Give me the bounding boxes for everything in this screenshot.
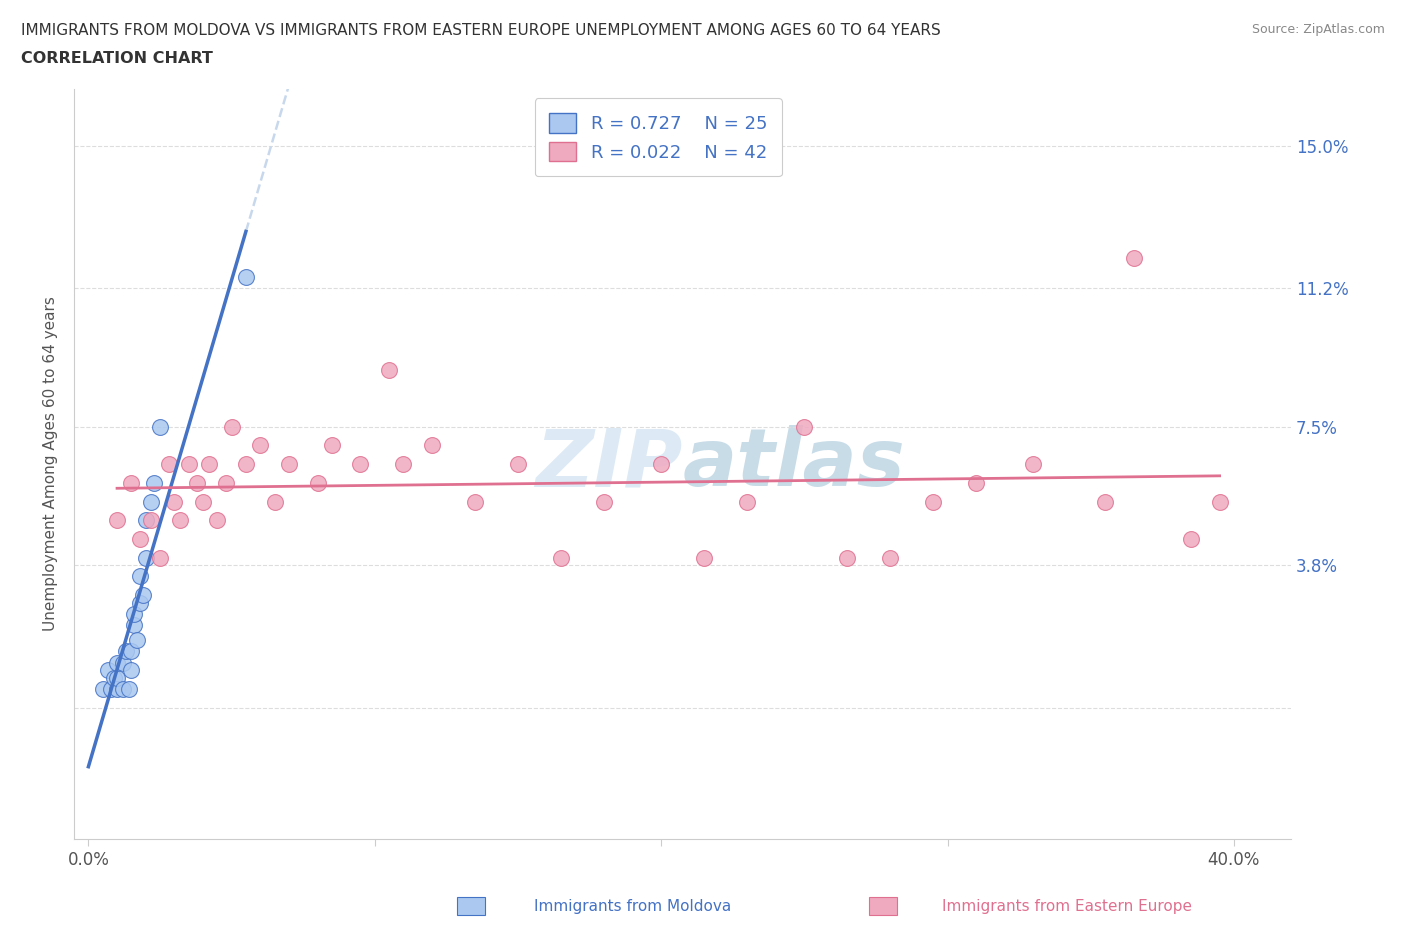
Point xyxy=(593,494,616,509)
Text: CORRELATION CHART: CORRELATION CHART xyxy=(21,51,212,66)
Point xyxy=(141,494,163,509)
Point xyxy=(105,671,128,685)
Point xyxy=(186,475,208,490)
Point xyxy=(307,475,329,490)
Point xyxy=(965,475,987,490)
Point xyxy=(321,438,343,453)
Point xyxy=(111,682,134,697)
Point xyxy=(349,457,371,472)
Point xyxy=(249,438,271,453)
Point xyxy=(100,682,122,697)
Point xyxy=(215,475,238,490)
Text: IMMIGRANTS FROM MOLDOVA VS IMMIGRANTS FROM EASTERN EUROPE UNEMPLOYMENT AMONG AGE: IMMIGRANTS FROM MOLDOVA VS IMMIGRANTS FR… xyxy=(21,23,941,38)
Point xyxy=(129,595,152,610)
Text: Immigrants from Moldova: Immigrants from Moldova xyxy=(534,899,731,914)
Text: ZIP: ZIP xyxy=(536,425,683,503)
Point xyxy=(735,494,758,509)
Point xyxy=(114,644,136,658)
Point xyxy=(129,569,152,584)
Point xyxy=(122,606,145,621)
Point xyxy=(122,618,145,632)
Point xyxy=(103,671,125,685)
Point xyxy=(550,551,572,565)
Point xyxy=(117,682,139,697)
Point xyxy=(169,512,191,527)
Point xyxy=(149,419,172,434)
Point xyxy=(135,551,157,565)
Point xyxy=(132,588,155,603)
Point xyxy=(464,494,486,509)
Point xyxy=(135,512,157,527)
Point xyxy=(105,655,128,670)
Point xyxy=(837,551,859,565)
Point xyxy=(120,475,142,490)
Point xyxy=(127,632,149,647)
Point xyxy=(693,551,716,565)
Point xyxy=(235,457,257,472)
Point xyxy=(277,457,299,472)
Point xyxy=(177,457,200,472)
Point xyxy=(420,438,443,453)
Point xyxy=(191,494,214,509)
Point xyxy=(105,512,128,527)
Point xyxy=(392,457,415,472)
Point xyxy=(650,457,672,472)
Point xyxy=(506,457,529,472)
Point xyxy=(879,551,901,565)
Point xyxy=(111,655,134,670)
Point xyxy=(793,419,815,434)
Legend: R = 0.727    N = 25, R = 0.022    N = 42: R = 0.727 N = 25, R = 0.022 N = 42 xyxy=(534,99,782,176)
Text: atlas: atlas xyxy=(683,425,905,503)
Point xyxy=(105,682,128,697)
Point xyxy=(120,644,142,658)
Point xyxy=(141,512,163,527)
Point xyxy=(378,363,401,378)
Point xyxy=(163,494,186,509)
Point xyxy=(922,494,945,509)
Point xyxy=(1022,457,1045,472)
Point xyxy=(157,457,180,472)
Point xyxy=(207,512,229,527)
Point xyxy=(235,270,257,285)
Point xyxy=(97,663,120,678)
Point xyxy=(149,551,172,565)
Point xyxy=(1208,494,1230,509)
Y-axis label: Unemployment Among Ages 60 to 64 years: Unemployment Among Ages 60 to 64 years xyxy=(44,297,58,631)
Point xyxy=(120,663,142,678)
Point xyxy=(1122,250,1144,265)
Point xyxy=(221,419,243,434)
Point xyxy=(263,494,285,509)
Point xyxy=(197,457,219,472)
Text: Source: ZipAtlas.com: Source: ZipAtlas.com xyxy=(1251,23,1385,36)
Point xyxy=(1094,494,1116,509)
Text: Immigrants from Eastern Europe: Immigrants from Eastern Europe xyxy=(942,899,1192,914)
Point xyxy=(129,532,152,547)
Point xyxy=(143,475,166,490)
Point xyxy=(91,682,114,697)
Point xyxy=(1180,532,1202,547)
